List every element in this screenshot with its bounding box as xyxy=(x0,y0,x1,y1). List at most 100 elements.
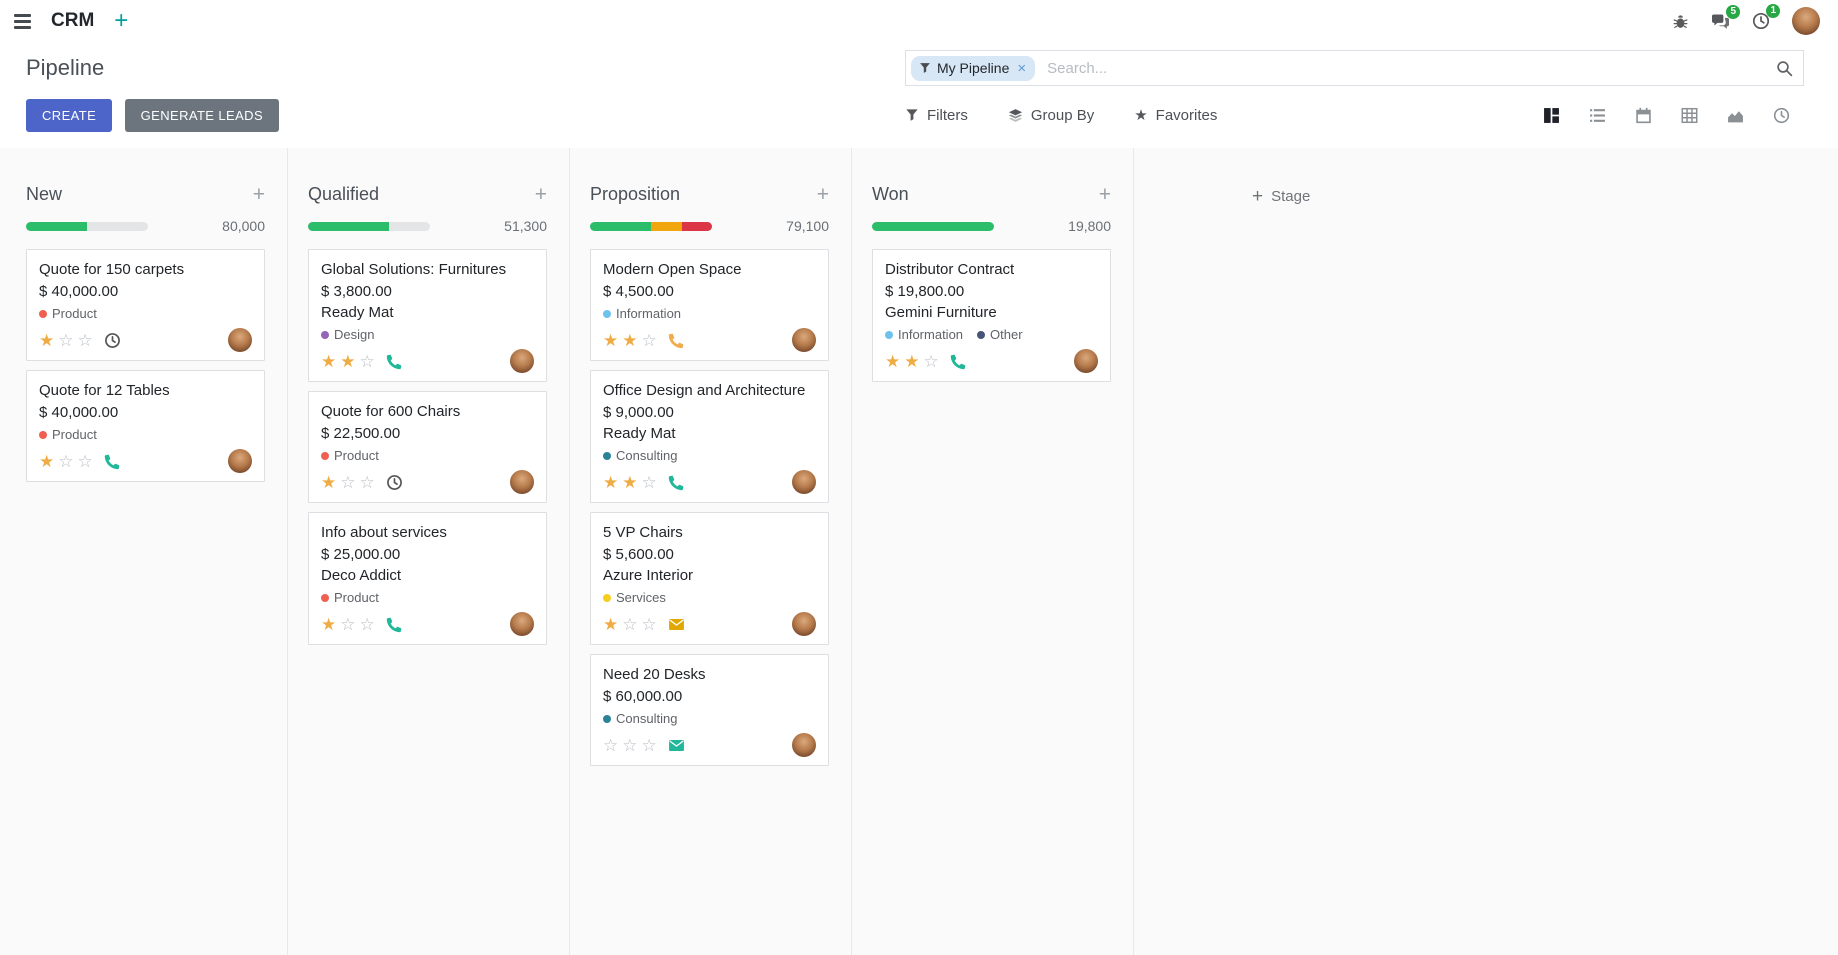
column-title[interactable]: New xyxy=(26,184,63,204)
app-name[interactable]: CRM xyxy=(51,10,95,31)
facet-remove-icon[interactable]: × xyxy=(1017,59,1027,77)
column-quick-add-icon[interactable]: + xyxy=(1098,183,1111,206)
filters-button[interactable]: Filters xyxy=(905,106,968,124)
progress-segment[interactable] xyxy=(681,221,712,231)
priority-star-icon[interactable]: ☆ xyxy=(923,351,939,371)
group-by-button[interactable]: Group By xyxy=(1008,106,1094,124)
search-box[interactable]: My Pipeline × xyxy=(905,50,1804,86)
priority-star-icon[interactable]: ☆ xyxy=(641,735,657,755)
control-panel: Pipeline My Pipeline × CREATE GENERAT xyxy=(0,42,1838,148)
kanban-card[interactable]: Office Design and Architecture $ 9,000.0… xyxy=(590,370,829,503)
progress-segment[interactable] xyxy=(308,221,389,231)
column-title[interactable]: Qualified xyxy=(308,184,380,204)
activity-button[interactable] xyxy=(950,353,967,370)
column-quick-add-icon[interactable]: + xyxy=(252,183,265,206)
kanban-card[interactable]: Quote for 600 Chairs $ 22,500.00 Product… xyxy=(308,391,547,503)
priority-star-icon[interactable]: ☆ xyxy=(622,735,638,755)
activity-button[interactable] xyxy=(104,332,121,349)
priority-star-icon[interactable]: ★ xyxy=(321,351,337,371)
debug-bug-icon[interactable] xyxy=(1672,13,1689,30)
favorites-button[interactable]: ★ Favorites xyxy=(1134,106,1218,125)
kanban-card[interactable]: Info about services $ 25,000.00 Deco Add… xyxy=(308,512,547,645)
card-title: Quote for 12 Tables xyxy=(39,382,170,399)
activity-button[interactable] xyxy=(386,474,403,491)
priority-star-icon[interactable]: ☆ xyxy=(340,472,356,492)
kanban-card[interactable]: Global Solutions: Furnitures $ 3,800.00 … xyxy=(308,249,547,382)
quick-add-icon[interactable]: + xyxy=(114,7,129,34)
priority-star-icon[interactable]: ★ xyxy=(603,614,619,634)
clock-icon xyxy=(1752,12,1770,30)
column-quick-add-icon[interactable]: + xyxy=(534,183,547,206)
activities-icon[interactable]: 1 xyxy=(1752,4,1780,30)
priority-star-icon[interactable]: ★ xyxy=(622,472,638,492)
priority-star-icon[interactable]: ★ xyxy=(340,351,356,371)
priority-star-icon[interactable]: ★ xyxy=(321,614,337,634)
priority-star-icon[interactable]: ☆ xyxy=(359,472,375,492)
priority-star-icon[interactable]: ☆ xyxy=(58,330,74,350)
kanban-card[interactable]: Modern Open Space $ 4,500.00 Information… xyxy=(590,249,829,361)
activity-button[interactable] xyxy=(104,453,121,470)
card-amount: $ 3,800.00 xyxy=(321,283,392,300)
view-switcher-pivot-icon[interactable] xyxy=(1666,98,1712,132)
progress-segment[interactable] xyxy=(26,221,87,231)
priority-star-icon[interactable]: ★ xyxy=(39,451,55,471)
priority-star-icon[interactable]: ☆ xyxy=(77,330,93,350)
salesperson-avatar xyxy=(792,328,816,352)
column-progressbar[interactable] xyxy=(590,221,712,231)
activity-button[interactable] xyxy=(386,353,403,370)
kanban-card[interactable]: Need 20 Desks $ 60,000.00 Consulting ☆ ☆ ☆ xyxy=(590,654,829,766)
search-icon[interactable] xyxy=(1776,60,1793,77)
priority-star-icon[interactable]: ☆ xyxy=(359,614,375,634)
column-progressbar[interactable] xyxy=(872,221,994,231)
view-switcher-kanban-icon[interactable] xyxy=(1528,98,1574,132)
add-stage-button[interactable]: + Stage xyxy=(1252,187,1310,206)
activity-button[interactable] xyxy=(668,474,685,491)
kanban-card[interactable]: 5 VP Chairs $ 5,600.00 Azure Interior Se… xyxy=(590,512,829,645)
column-progressbar[interactable] xyxy=(26,221,148,231)
card-title: Global Solutions: Furnitures xyxy=(321,261,507,278)
priority-star-icon[interactable]: ☆ xyxy=(58,451,74,471)
priority-star-icon[interactable]: ★ xyxy=(603,472,619,492)
apps-menu-icon[interactable] xyxy=(14,13,31,29)
view-switcher-graph-icon[interactable] xyxy=(1712,98,1758,132)
kanban-card[interactable]: Quote for 150 carpets $ 40,000.00 Produc… xyxy=(26,249,265,361)
activity-button[interactable] xyxy=(386,616,403,633)
user-avatar[interactable] xyxy=(1792,7,1820,35)
priority-star-icon[interactable]: ☆ xyxy=(340,614,356,634)
column-progressbar[interactable] xyxy=(308,221,430,231)
priority-star-icon[interactable]: ★ xyxy=(321,472,337,492)
priority-star-icon[interactable]: ★ xyxy=(603,330,619,350)
column-title[interactable]: Proposition xyxy=(590,184,681,204)
priority-star-icon[interactable]: ☆ xyxy=(603,735,619,755)
column-quick-add-icon[interactable]: + xyxy=(816,183,829,206)
view-switcher-calendar-icon[interactable] xyxy=(1620,98,1666,132)
kanban-card[interactable]: Quote for 12 Tables $ 40,000.00 Product … xyxy=(26,370,265,482)
create-button[interactable]: CREATE xyxy=(26,98,113,132)
priority-star-icon[interactable]: ★ xyxy=(622,330,638,350)
activity-button[interactable] xyxy=(668,616,685,633)
generate-leads-button[interactable]: GENERATE LEADS xyxy=(124,98,280,132)
view-switcher-activity-icon[interactable] xyxy=(1758,98,1804,132)
priority-star-icon[interactable]: ☆ xyxy=(77,451,93,471)
activity-button[interactable] xyxy=(668,737,685,754)
priority-star-icon[interactable]: ☆ xyxy=(359,351,375,371)
card-tags: Product xyxy=(321,448,534,463)
messages-icon[interactable]: 5 xyxy=(1711,4,1740,30)
search-input[interactable] xyxy=(1035,59,1776,77)
activity-button[interactable] xyxy=(668,332,685,349)
priority-star-icon[interactable]: ★ xyxy=(904,351,920,371)
search-facet-my-pipeline[interactable]: My Pipeline × xyxy=(911,55,1036,81)
priority-star-icon[interactable]: ☆ xyxy=(622,614,638,634)
progress-segment[interactable] xyxy=(872,221,994,231)
priority-star-icon[interactable]: ★ xyxy=(885,351,901,371)
priority-star-icon[interactable]: ☆ xyxy=(641,472,657,492)
kanban-card[interactable]: Distributor Contract $ 19,800.00 Gemini … xyxy=(872,249,1111,382)
priority-star-icon[interactable]: ★ xyxy=(39,330,55,350)
priority-star-icon[interactable]: ☆ xyxy=(641,330,657,350)
view-switcher-list-icon[interactable] xyxy=(1574,98,1620,132)
card-title: Distributor Contract xyxy=(885,261,1015,278)
priority-star-icon[interactable]: ☆ xyxy=(641,614,657,634)
progress-segment[interactable] xyxy=(651,221,682,231)
column-title[interactable]: Won xyxy=(872,184,909,204)
progress-segment[interactable] xyxy=(590,221,651,231)
